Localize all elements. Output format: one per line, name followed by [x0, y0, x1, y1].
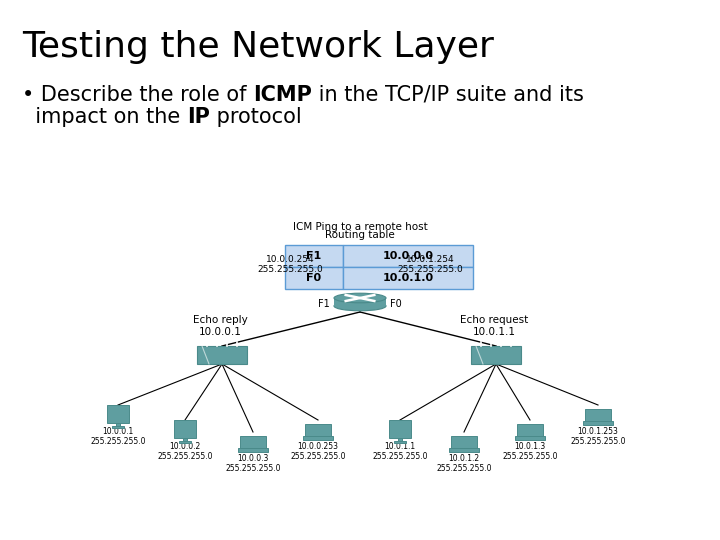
- Bar: [585, 409, 611, 423]
- Text: 10.0.0.253
255.255.255.0: 10.0.0.253 255.255.255.0: [290, 442, 346, 461]
- Text: Testing the Network Layer: Testing the Network Layer: [22, 30, 494, 64]
- Text: 10.0.0.3
255.255.255.0: 10.0.0.3 255.255.255.0: [225, 454, 281, 474]
- Text: 10.0.0.2
255.255.255.0: 10.0.0.2 255.255.255.0: [157, 442, 212, 461]
- Bar: [303, 436, 333, 440]
- Bar: [334, 298, 386, 306]
- Text: F1: F1: [307, 251, 322, 261]
- Text: Echo reply
10.0.0.1: Echo reply 10.0.0.1: [193, 315, 248, 337]
- Bar: [583, 421, 613, 425]
- Bar: [285, 267, 343, 289]
- Bar: [174, 420, 196, 438]
- Bar: [197, 346, 247, 364]
- Text: 10.0.1.254
255.255.255.0: 10.0.1.254 255.255.255.0: [397, 254, 463, 274]
- Bar: [343, 267, 473, 289]
- Text: F0: F0: [307, 273, 322, 283]
- Bar: [515, 436, 545, 440]
- Bar: [389, 420, 411, 438]
- Bar: [285, 245, 343, 267]
- Text: Echo request
10.0.1.1: Echo request 10.0.1.1: [460, 315, 528, 337]
- Text: F1: F1: [318, 299, 330, 309]
- Bar: [183, 438, 187, 443]
- Text: ICMP: ICMP: [253, 85, 312, 105]
- Text: 10.0.1.0: 10.0.1.0: [382, 273, 433, 283]
- Text: • Describe the role of: • Describe the role of: [22, 85, 253, 105]
- Text: 10.0.1.1
255.255.255.0: 10.0.1.1 255.255.255.0: [372, 442, 428, 461]
- Text: F0: F0: [390, 299, 402, 309]
- Bar: [394, 441, 406, 443]
- Text: 10.0.1.253
255.255.255.0: 10.0.1.253 255.255.255.0: [570, 427, 626, 447]
- Text: protocol: protocol: [210, 107, 302, 127]
- Bar: [517, 424, 543, 438]
- Ellipse shape: [334, 293, 386, 303]
- Text: ICM Ping to a remote host: ICM Ping to a remote host: [292, 222, 428, 232]
- Text: 10.0.0.0: 10.0.0.0: [382, 251, 433, 261]
- Bar: [305, 424, 331, 438]
- Ellipse shape: [334, 301, 386, 311]
- Bar: [471, 346, 521, 364]
- Text: IP: IP: [187, 107, 210, 127]
- Text: 10.0.0.1
255.255.255.0: 10.0.0.1 255.255.255.0: [90, 427, 145, 447]
- Bar: [240, 436, 266, 450]
- Text: 10.0.0.254
255.255.255.0: 10.0.0.254 255.255.255.0: [257, 254, 323, 274]
- Text: Routing table: Routing table: [325, 230, 395, 240]
- Text: impact on the: impact on the: [22, 107, 187, 127]
- Bar: [107, 405, 129, 423]
- Bar: [179, 441, 191, 443]
- Bar: [112, 426, 124, 428]
- Bar: [398, 438, 402, 443]
- Text: in the TCP/IP suite and its: in the TCP/IP suite and its: [312, 85, 584, 105]
- Bar: [449, 448, 479, 452]
- Text: 10.0.1.3
255.255.255.0: 10.0.1.3 255.255.255.0: [503, 442, 558, 461]
- Bar: [116, 423, 120, 428]
- Bar: [343, 245, 473, 267]
- Bar: [238, 448, 268, 452]
- Text: 10.0.1.2
255.255.255.0: 10.0.1.2 255.255.255.0: [436, 454, 492, 474]
- Bar: [451, 436, 477, 450]
